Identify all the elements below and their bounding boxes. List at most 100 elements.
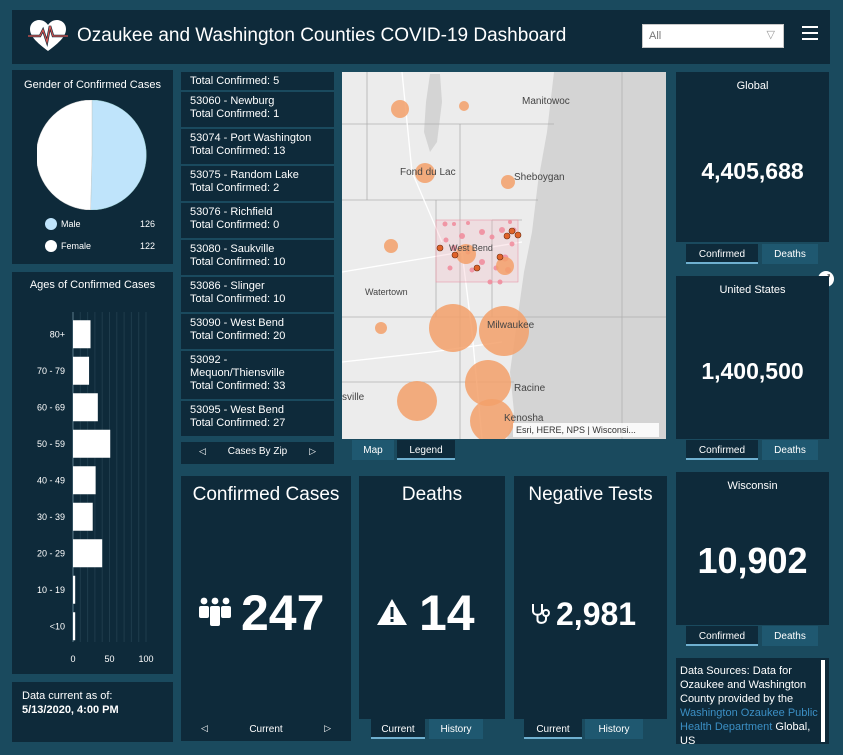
age-bar[interactable]: [73, 320, 91, 349]
tab-confirmed[interactable]: Confirmed: [686, 440, 758, 460]
map-canvas[interactable]: Manitowoc Fond du Lac Sheboygan West Ben…: [342, 72, 666, 439]
list-item[interactable]: 53080 - Saukville Total Confirmed: 10: [181, 240, 334, 277]
list-item[interactable]: 53075 - Random Lake Total Confirmed: 2: [181, 166, 334, 203]
us-title: United States: [719, 284, 786, 296]
age-tick-label: <10: [50, 621, 65, 631]
global-tabs: Confirmed Deaths: [684, 244, 824, 264]
age-tick-label: 80+: [50, 329, 65, 339]
age-bar[interactable]: [73, 502, 93, 531]
legend-female: Female 122: [45, 240, 155, 252]
legend-value: 122: [139, 241, 155, 251]
map-label-watertown: Watertown: [365, 287, 408, 297]
age-bar[interactable]: [73, 356, 90, 385]
tab-current[interactable]: Current: [371, 719, 425, 739]
tab-history[interactable]: History: [429, 719, 483, 739]
hamburger-menu-icon[interactable]: [802, 26, 818, 40]
wisconsin-tabs: Confirmed Deaths: [684, 626, 824, 646]
tab-map[interactable]: Map: [352, 440, 394, 460]
us-value: 1,400,500: [701, 358, 804, 384]
list-item[interactable]: Total Confirmed: 5: [181, 72, 334, 92]
zip-total: Total Confirmed: 33: [190, 380, 286, 392]
data-current-label: Data current as of:: [22, 690, 113, 702]
confirmed-nav-label: Current: [249, 724, 283, 735]
deaths-title: Deaths: [401, 484, 463, 505]
data-sources-panel: Data Sources: Data for Ozaukee and Washi…: [676, 658, 829, 744]
age-bar[interactable]: [73, 429, 111, 458]
legend-value: 126: [139, 219, 155, 229]
age-bar[interactable]: [73, 466, 96, 495]
zip-total: Total Confirmed: 5: [190, 75, 280, 87]
pie-slice-female: [37, 100, 93, 210]
zip-name: 53076 - Richfield: [190, 206, 273, 218]
legend-label: Female: [61, 241, 92, 251]
list-item[interactable]: 53076 - Richfield Total Confirmed: 0: [181, 203, 334, 240]
ages-panel: Ages of Confirmed Cases 80+ 70 - 79 60 - 6…: [12, 272, 173, 674]
age-tick-label: 10 - 19: [37, 585, 65, 595]
ages-panel-title: Ages of Confirmed Cases: [29, 279, 156, 291]
tab-confirmed[interactable]: Confirmed: [686, 244, 758, 264]
pie-slice-male: [90, 100, 147, 210]
prev-arrow-icon[interactable]: ◁: [201, 723, 208, 733]
tab-current[interactable]: Current: [524, 719, 582, 739]
age-bar[interactable]: [73, 539, 103, 568]
negative-tests-tabs: Current History: [514, 719, 667, 741]
confirmed-cases-value: 247: [241, 585, 325, 641]
list-item[interactable]: 53095 - West Bend Total Confirmed: 27: [181, 401, 334, 438]
list-item[interactable]: 53086 - Slinger Total Confirmed: 10: [181, 277, 334, 314]
tab-deaths[interactable]: Deaths: [762, 626, 818, 646]
ages-bar-chart[interactable]: 80+ 70 - 79 60 - 69 50 - 59 40 - 49 30 - 39 20…: [12, 272, 173, 674]
wisconsin-value: 10,902: [697, 540, 808, 581]
zip-total: Total Confirmed: 13: [190, 145, 286, 157]
filter-select[interactable]: All ▽: [642, 24, 784, 48]
zip-list-footer: ◁ Cases By Zip ▷: [181, 442, 334, 464]
data-current-panel: Data current as of: 5/13/2020, 4:00 PM: [12, 682, 173, 742]
dashboard-header: Ozaukee and Washington Counties COVID-19…: [12, 10, 830, 64]
male-legend-dot: [45, 218, 57, 230]
map-label-milwaukee: Milwaukee: [487, 320, 535, 331]
negative-tests-value: 2,981: [556, 596, 637, 632]
data-sources-text: Data Sources: Data for Ozaukee and Washi…: [680, 665, 807, 705]
list-item[interactable]: 53060 - Newburg Total Confirmed: 1: [181, 92, 334, 129]
age-tick-label: 30 - 39: [37, 512, 65, 522]
negative-tests-panel: Negative Tests 2,981 Current History: [514, 476, 667, 739]
tab-legend[interactable]: Legend: [397, 440, 455, 460]
prev-arrow-icon[interactable]: ◁: [199, 446, 206, 456]
data-sources-tail: Global, US: [680, 721, 811, 744]
tab-deaths[interactable]: Deaths: [762, 244, 818, 264]
list-item[interactable]: 53092 - Mequon/Thiensville Total Confirm…: [181, 351, 334, 401]
tab-history[interactable]: History: [585, 719, 643, 739]
scrollbar[interactable]: [821, 660, 825, 742]
gender-pie-chart[interactable]: [37, 100, 147, 210]
filter-value: All: [649, 30, 662, 42]
health-dept-link[interactable]: Washington Ozaukee Public Health Departm…: [680, 707, 818, 733]
zip-name: 53086 - Slinger: [190, 280, 265, 292]
us-tabs: Confirmed Deaths: [684, 440, 824, 460]
zip-name: 53075 - Random Lake: [190, 169, 299, 181]
people-icon: [199, 597, 231, 626]
age-tick-label: 50 - 59: [37, 439, 65, 449]
x-tick-label: 0: [70, 654, 75, 664]
global-value: 4,405,688: [701, 158, 804, 184]
map-label-fond-du-lac: Fond du Lac: [400, 167, 456, 178]
next-arrow-icon[interactable]: ▷: [309, 446, 316, 456]
age-bar[interactable]: [73, 612, 76, 641]
stethoscope-icon: [532, 604, 550, 624]
zip-total: Total Confirmed: 1: [190, 108, 280, 120]
map-view[interactable]: Manitowoc Fond du Lac Sheboygan West Ben…: [342, 72, 666, 439]
global-panel: Global 4,405,688 Confirmed Deaths: [676, 72, 829, 264]
tab-confirmed[interactable]: Confirmed: [686, 626, 758, 646]
tab-deaths[interactable]: Deaths: [762, 440, 818, 460]
age-bar[interactable]: [73, 393, 98, 422]
age-tick-label: 60 - 69: [37, 402, 65, 412]
female-legend-dot: [45, 240, 57, 252]
map-label-sheboygan: Sheboygan: [514, 172, 565, 183]
map-tab-bar: Map Legend: [342, 440, 666, 464]
list-item[interactable]: 53074 - Port Washington Total Confirmed:…: [181, 129, 334, 166]
next-arrow-icon[interactable]: ▷: [324, 723, 331, 733]
age-bar[interactable]: [73, 575, 76, 604]
wisconsin-panel: Wisconsin 10,902 Confirmed Deaths: [676, 472, 829, 646]
us-panel: United States 1,400,500 Confirmed Deaths: [676, 276, 829, 460]
list-item[interactable]: 53090 - West Bend Total Confirmed: 20: [181, 314, 334, 351]
zip-total: Total Confirmed: 2: [190, 182, 280, 194]
age-tick-label: 70 - 79: [37, 366, 65, 376]
